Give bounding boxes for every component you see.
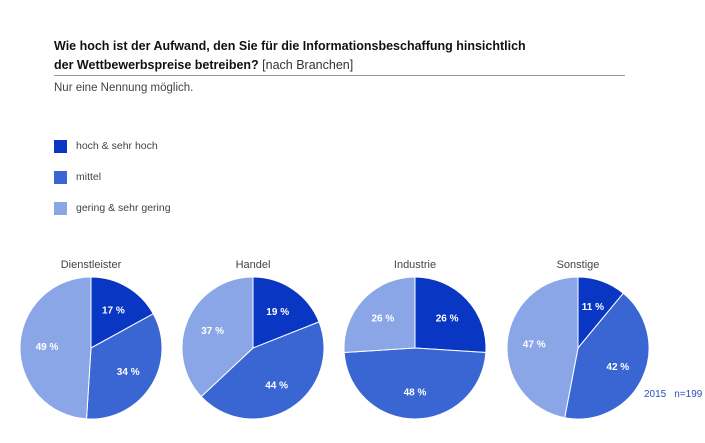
- pie-slice-dienstleister-high: [90, 276, 154, 349]
- footer-year: 2015: [644, 389, 667, 400]
- legend-swatch-high: [54, 140, 67, 153]
- pie-slice-sonstige-medium: [564, 292, 650, 420]
- pie-title-industrie: Industrie: [394, 259, 436, 271]
- pie-slice-handel-low: [181, 276, 254, 398]
- pie-label-dienstleister-high: 17 %: [102, 306, 125, 317]
- legend-swatch-low: [54, 202, 67, 215]
- pie-label-handel-high: 19 %: [266, 307, 289, 318]
- chart-subtitle: Nur eine Nennung möglich.: [54, 82, 194, 94]
- pie-slice-dienstleister-low: [19, 276, 92, 420]
- title-line-1: Wie hoch ist der Aufwand, den Sie für di…: [54, 39, 526, 53]
- pie-slice-industrie-low: [343, 276, 416, 353]
- legend-label-medium: mittel: [76, 171, 102, 183]
- pie-label-industrie-low: 26 %: [372, 313, 395, 324]
- legend-label-low: gering & sehr gering: [76, 202, 171, 214]
- title-line-2: der Wettbewerbspreise betreiben?: [54, 58, 259, 72]
- pie-slice-handel-high: [252, 276, 320, 349]
- pie-label-industrie-high: 26 %: [436, 313, 459, 324]
- pie-slice-industrie-medium: [343, 347, 487, 420]
- footer-sample: n=199: [674, 389, 703, 400]
- legend-swatch-medium: [54, 171, 67, 184]
- pie-label-handel-low: 37 %: [201, 326, 224, 337]
- pie-slice-dienstleister-medium: [86, 313, 163, 420]
- title-divider: [54, 75, 625, 76]
- pie-label-handel-medium: 44 %: [265, 381, 288, 392]
- title-suffix: [nach Branchen]: [262, 58, 354, 72]
- pie-slice-handel-medium: [200, 321, 325, 420]
- pie-label-sonstige-medium: 42 %: [606, 362, 629, 373]
- pie-label-dienstleister-medium: 34 %: [117, 367, 140, 378]
- pie-label-dienstleister-low: 49 %: [36, 342, 59, 353]
- pie-slice-sonstige-low: [506, 276, 579, 419]
- pie-slice-industrie-high: [414, 276, 487, 353]
- pie-label-industrie-medium: 48 %: [404, 388, 427, 399]
- footer-note: 2015 n=199: [644, 389, 705, 400]
- pie-title-dienstleister: Dienstleister: [61, 259, 122, 271]
- chart-title: Wie hoch ist der Aufwand, den Sie für di…: [54, 37, 624, 75]
- pie-label-sonstige-high: 11 %: [582, 302, 604, 313]
- pie-label-sonstige-low: 47 %: [523, 339, 546, 350]
- pie-title-handel: Handel: [236, 259, 271, 271]
- legend-label-high: hoch & sehr hoch: [76, 140, 158, 152]
- pie-title-sonstige: Sonstige: [557, 259, 600, 271]
